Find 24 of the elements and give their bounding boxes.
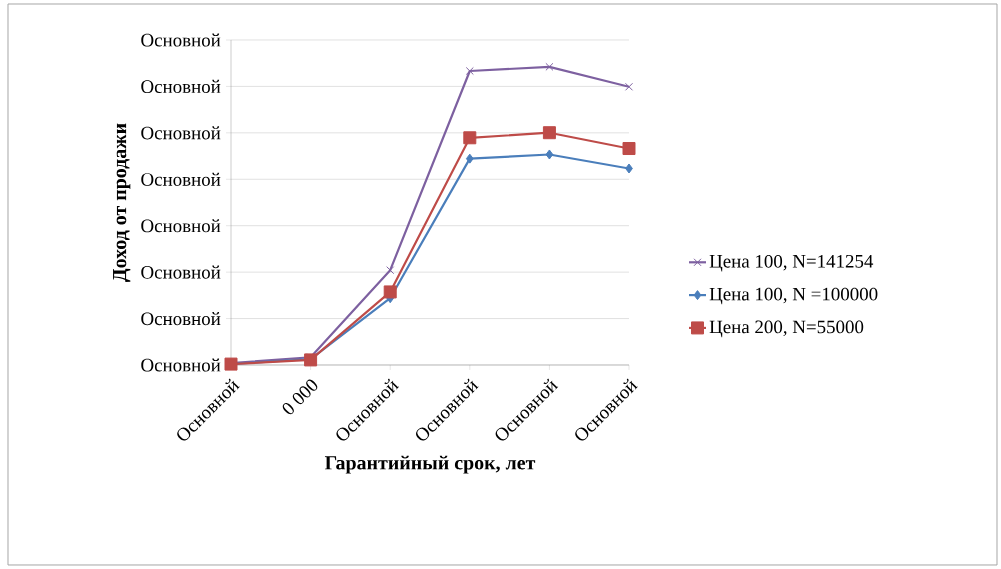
text: Основной	[141, 172, 221, 186]
text: Основной	[141, 33, 221, 47]
text: Основной	[141, 265, 221, 279]
x-axis-title: Гарантийный срок, лет	[324, 455, 536, 474]
point	[465, 66, 474, 76]
text: Основной	[141, 79, 221, 93]
point	[545, 62, 554, 71]
legend-label: Цена 100, N=141254	[709, 254, 874, 272]
y-axis-title: Доход от продажи	[113, 123, 131, 282]
point	[625, 163, 633, 174]
point	[383, 285, 397, 299]
text: Основной	[141, 358, 221, 372]
point	[622, 142, 636, 156]
text: Основной	[141, 219, 221, 233]
text: Основной	[141, 311, 221, 326]
x-tick-label: 0 000	[282, 379, 318, 415]
point	[465, 153, 474, 164]
point	[542, 126, 556, 140]
point	[545, 149, 554, 160]
point	[463, 131, 477, 145]
legend-label: Цена 200, N=55000	[709, 320, 864, 338]
text: Основной	[141, 126, 221, 140]
point	[624, 82, 634, 91]
legend-label: Цена 100, N =100000	[709, 287, 878, 305]
